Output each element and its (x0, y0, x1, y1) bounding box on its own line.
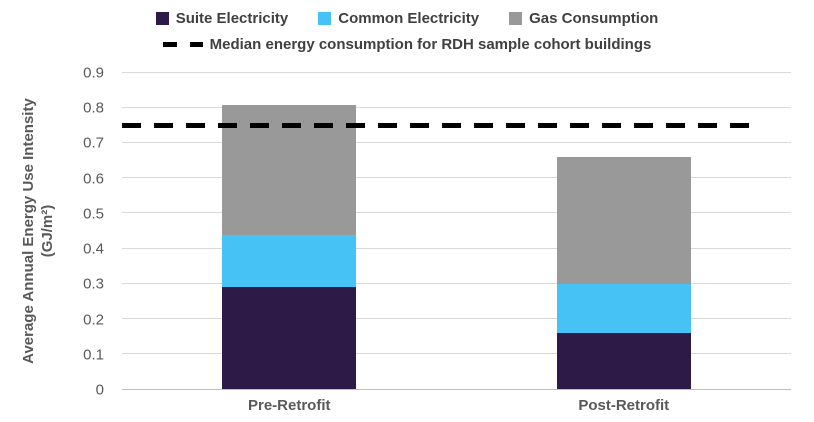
stacked-bar-post-retrofit (556, 73, 691, 389)
bar-segment-suite-electricity (222, 287, 357, 389)
y-tick-label: 0.5 (83, 205, 104, 223)
legend-item-median-line: Median energy consumption for RDH sample… (162, 36, 652, 53)
gridline (122, 72, 791, 73)
y-tick-label: 0.3 (83, 275, 104, 293)
gridline (122, 107, 791, 109)
x-category-label: Pre-Retrofit (247, 397, 331, 414)
legend-item-gas-consumption: Gas Consumption (509, 10, 658, 27)
bar-segment-common-electricity (556, 283, 691, 333)
y-axis-tick-labels: 0 0.1 0.2 0.3 0.4 0.5 0.6 0.7 0.8 0.9 (0, 65, 112, 399)
bar-segment-gas-consumption (556, 157, 691, 284)
y-tick-label: 0.6 (83, 170, 104, 188)
gridline (122, 352, 791, 354)
x-axis-category-labels: Pre-Retrofit Post-Retrofit (122, 397, 791, 419)
legend-label: Gas Consumption (529, 10, 659, 27)
y-tick-label: 0.1 (83, 346, 104, 364)
chart-legend: Suite Electricity Common Electricity Gas… (0, 10, 814, 53)
suite-electricity-swatch-icon (155, 12, 169, 25)
y-tick-label: 0.4 (83, 240, 104, 258)
bar-segment-suite-electricity (556, 332, 691, 389)
y-tick-label: 0.2 (83, 311, 104, 329)
stacked-bar-pre-retrofit (222, 73, 357, 389)
y-tick-label: 0.8 (83, 99, 104, 117)
legend-item-suite-electricity: Suite Electricity (155, 10, 289, 27)
y-tick-label: 0.7 (83, 134, 104, 152)
legend-item-common-electricity: Common Electricity (318, 10, 479, 27)
y-tick-label: 0 (95, 381, 104, 399)
median-dashed-line (122, 122, 755, 128)
legend-label: Common Electricity (338, 10, 480, 27)
gridline (122, 142, 791, 144)
legend-row-median: Median energy consumption for RDH sample… (162, 36, 652, 53)
gridline (122, 177, 791, 179)
y-tick-label: 0.9 (83, 64, 104, 82)
gridline (122, 212, 791, 214)
legend-row-series: Suite Electricity Common Electricity Gas… (155, 10, 658, 27)
bar-segment-common-electricity (222, 234, 357, 288)
legend-label: Median energy consumption for RDH sample… (209, 36, 652, 53)
legend-label: Suite Electricity (175, 10, 289, 27)
x-category-label: Post-Retrofit (578, 397, 670, 414)
gas-consumption-swatch-icon (509, 12, 523, 25)
dashed-line-icon (162, 42, 203, 47)
gridline (122, 317, 791, 319)
plot-area (122, 72, 791, 390)
gridline (122, 247, 791, 249)
common-electricity-swatch-icon (318, 12, 332, 25)
gridline (122, 282, 791, 284)
